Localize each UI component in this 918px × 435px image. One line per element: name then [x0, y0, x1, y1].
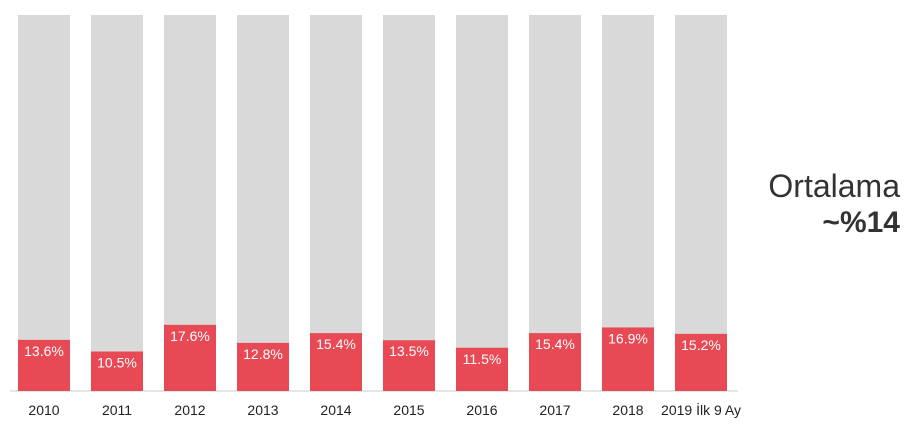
bar-value-label: 12.8% — [243, 346, 283, 362]
x-tick-label: 2016 — [466, 402, 497, 418]
bar-value — [456, 347, 508, 391]
x-tick-label: 2019 İlk 9 Ay — [661, 401, 741, 418]
bar-value — [237, 342, 289, 391]
x-tick-label: 2010 — [28, 402, 59, 418]
bar-value — [383, 340, 435, 391]
x-tick-label: 2013 — [247, 402, 278, 418]
bar-value — [164, 324, 216, 391]
bar-remainder — [18, 15, 70, 391]
x-tick-label: 2014 — [320, 402, 351, 418]
bar-value-label: 15.4% — [535, 336, 575, 352]
bar-value-label: 16.9% — [608, 330, 648, 346]
bar-remainder — [237, 15, 289, 391]
bar-remainder — [456, 15, 508, 391]
bar-value — [602, 327, 654, 391]
bar-value-label: 13.5% — [389, 343, 429, 359]
bar-value-label: 15.4% — [316, 336, 356, 352]
bar-value — [675, 333, 727, 391]
x-tick-label: 2017 — [539, 402, 570, 418]
bar-value-label: 17.6% — [170, 328, 210, 344]
bar-value-label: 15.2% — [681, 337, 721, 353]
bar-remainder — [91, 15, 143, 391]
average-value: ~%14 — [822, 206, 900, 239]
bar-value — [310, 333, 362, 391]
bar-value — [91, 351, 143, 391]
bar-value-label: 11.5% — [463, 351, 502, 367]
bar-remainder — [529, 15, 581, 391]
bar-value-label: 10.5% — [97, 355, 137, 371]
x-tick-label: 2011 — [102, 402, 132, 418]
average-label: Ortalama — [768, 168, 900, 204]
bar-value-label: 13.6% — [24, 343, 64, 359]
bar-remainder — [383, 15, 435, 391]
x-tick-label: 2018 — [612, 402, 643, 418]
bar-remainder — [675, 15, 727, 391]
x-tick-label: 2012 — [174, 402, 205, 418]
bar-value — [529, 333, 581, 391]
bar-remainder — [310, 15, 362, 391]
bar-value — [18, 339, 70, 391]
x-tick-label: 2015 — [393, 402, 424, 418]
